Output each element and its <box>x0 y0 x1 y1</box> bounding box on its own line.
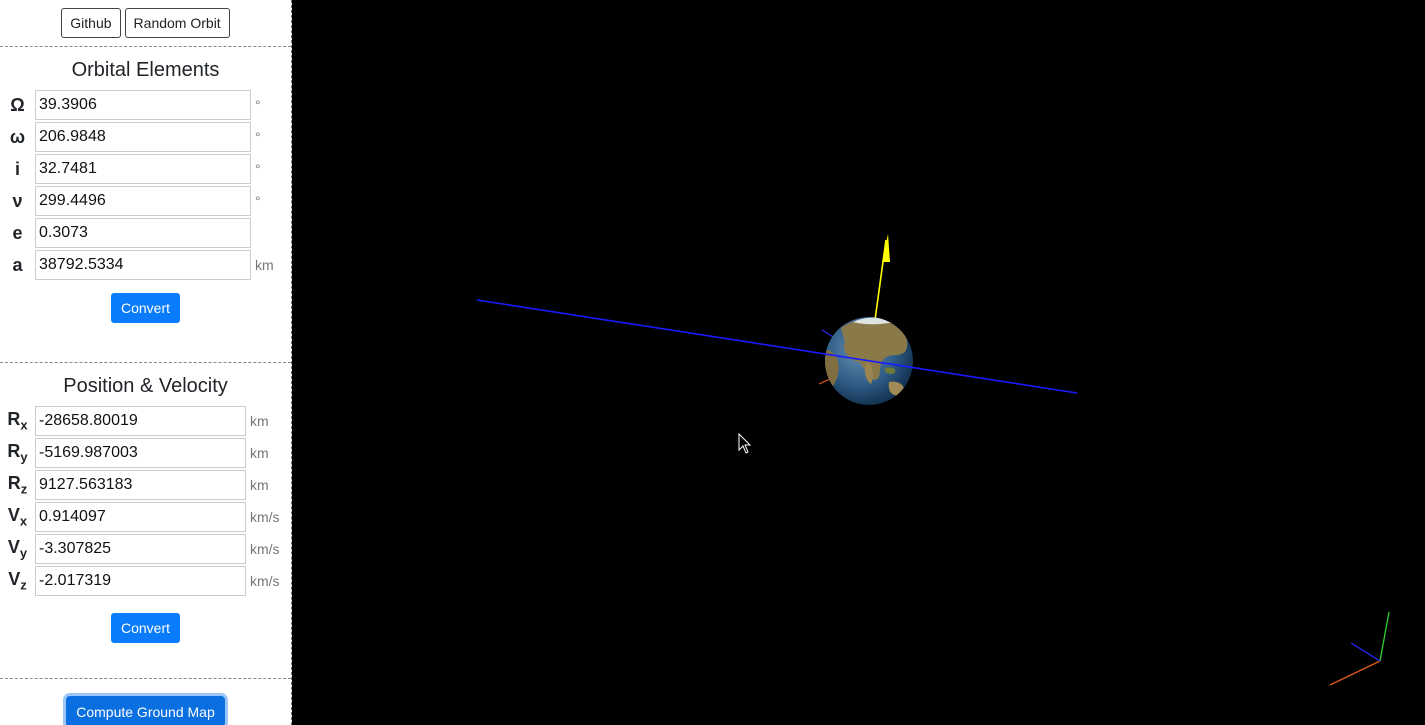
landmass-asia <box>841 319 908 380</box>
state-row: Rx km <box>0 405 291 437</box>
top-toolbar: Github Random Orbit <box>0 0 291 47</box>
state-symbol: Ry <box>7 441 28 465</box>
element-input[interactable] <box>35 250 251 280</box>
element-symbol: Ω <box>10 94 25 115</box>
element-unit: ° <box>255 129 261 145</box>
3d-viewport[interactable] <box>293 0 1425 725</box>
state-row: Rz km <box>0 469 291 501</box>
element-row: i° <box>0 153 291 185</box>
state-unit: km/s <box>250 573 280 589</box>
position-velocity-title: Position & Velocity <box>63 375 228 397</box>
element-unit: ° <box>255 161 261 177</box>
state-unit: km/s <box>250 541 280 557</box>
orbit-path <box>476 299 1078 394</box>
element-row: Ω° <box>0 89 291 121</box>
state-unit: km/s <box>250 509 280 525</box>
element-row: ν° <box>0 185 291 217</box>
axis-triad <box>1329 611 1390 686</box>
axis-triad-y <box>1379 611 1390 662</box>
element-row: a km <box>0 249 291 281</box>
state-unit: km <box>250 413 269 429</box>
element-input[interactable] <box>35 186 251 216</box>
state-input[interactable] <box>35 406 246 436</box>
element-symbol: i <box>14 158 20 179</box>
landmass-india <box>864 362 874 384</box>
state-row: Vx km/s <box>0 501 291 533</box>
element-unit: km <box>255 257 274 273</box>
state-input[interactable] <box>35 438 246 468</box>
state-symbol: Rz <box>7 473 28 497</box>
orbital-elements-section: Orbital Elements Ω°ω°i°ν°eakm Convert <box>0 55 291 363</box>
state-symbol: Vy <box>7 537 28 561</box>
state-input[interactable] <box>35 566 246 596</box>
element-input[interactable] <box>35 90 251 120</box>
state-symbol: Vx <box>7 505 28 529</box>
element-symbol: ω <box>9 126 26 147</box>
element-input[interactable] <box>35 122 251 152</box>
element-input[interactable] <box>35 154 251 184</box>
convert-state-button[interactable]: Convert <box>110 613 181 643</box>
element-row: e <box>0 217 291 249</box>
element-unit: ° <box>255 97 261 113</box>
orbit-scene[interactable] <box>293 0 1425 725</box>
element-symbol: ν <box>12 190 23 211</box>
state-row: Vz km/s <box>0 565 291 597</box>
element-symbol: e <box>12 222 23 243</box>
state-row: Vy km/s <box>0 533 291 565</box>
mouse-pointer-icon <box>738 432 752 454</box>
orbital-elements-title: Orbital Elements <box>71 59 220 81</box>
state-input[interactable] <box>35 502 246 532</box>
convert-elements-button[interactable]: Convert <box>110 293 181 323</box>
state-unit: km <box>250 477 269 493</box>
element-symbol: a <box>12 254 23 275</box>
github-button[interactable]: Github <box>61 8 121 38</box>
state-row: Ry km <box>0 437 291 469</box>
state-input[interactable] <box>35 470 246 500</box>
control-panel: Github Random Orbit Orbital Elements Ω°ω… <box>0 0 292 725</box>
axis-triad-x <box>1329 660 1381 686</box>
pole-arrow-head <box>882 234 890 262</box>
element-unit: ° <box>255 193 261 209</box>
state-symbol: Rx <box>7 409 28 433</box>
state-symbol: Vz <box>8 569 27 593</box>
position-velocity-section: Position & Velocity RxkmRykmRzkmVxkm/sVy… <box>0 371 291 679</box>
random-orbit-button[interactable]: Random Orbit <box>124 8 230 38</box>
state-input[interactable] <box>35 534 246 564</box>
landmass-indonesia <box>884 367 896 374</box>
compute-ground-map-button[interactable]: Compute Ground Map <box>66 696 225 725</box>
state-unit: km <box>250 445 269 461</box>
axis-triad-z <box>1350 642 1381 662</box>
element-input[interactable] <box>35 218 251 248</box>
element-row: ω° <box>0 121 291 153</box>
